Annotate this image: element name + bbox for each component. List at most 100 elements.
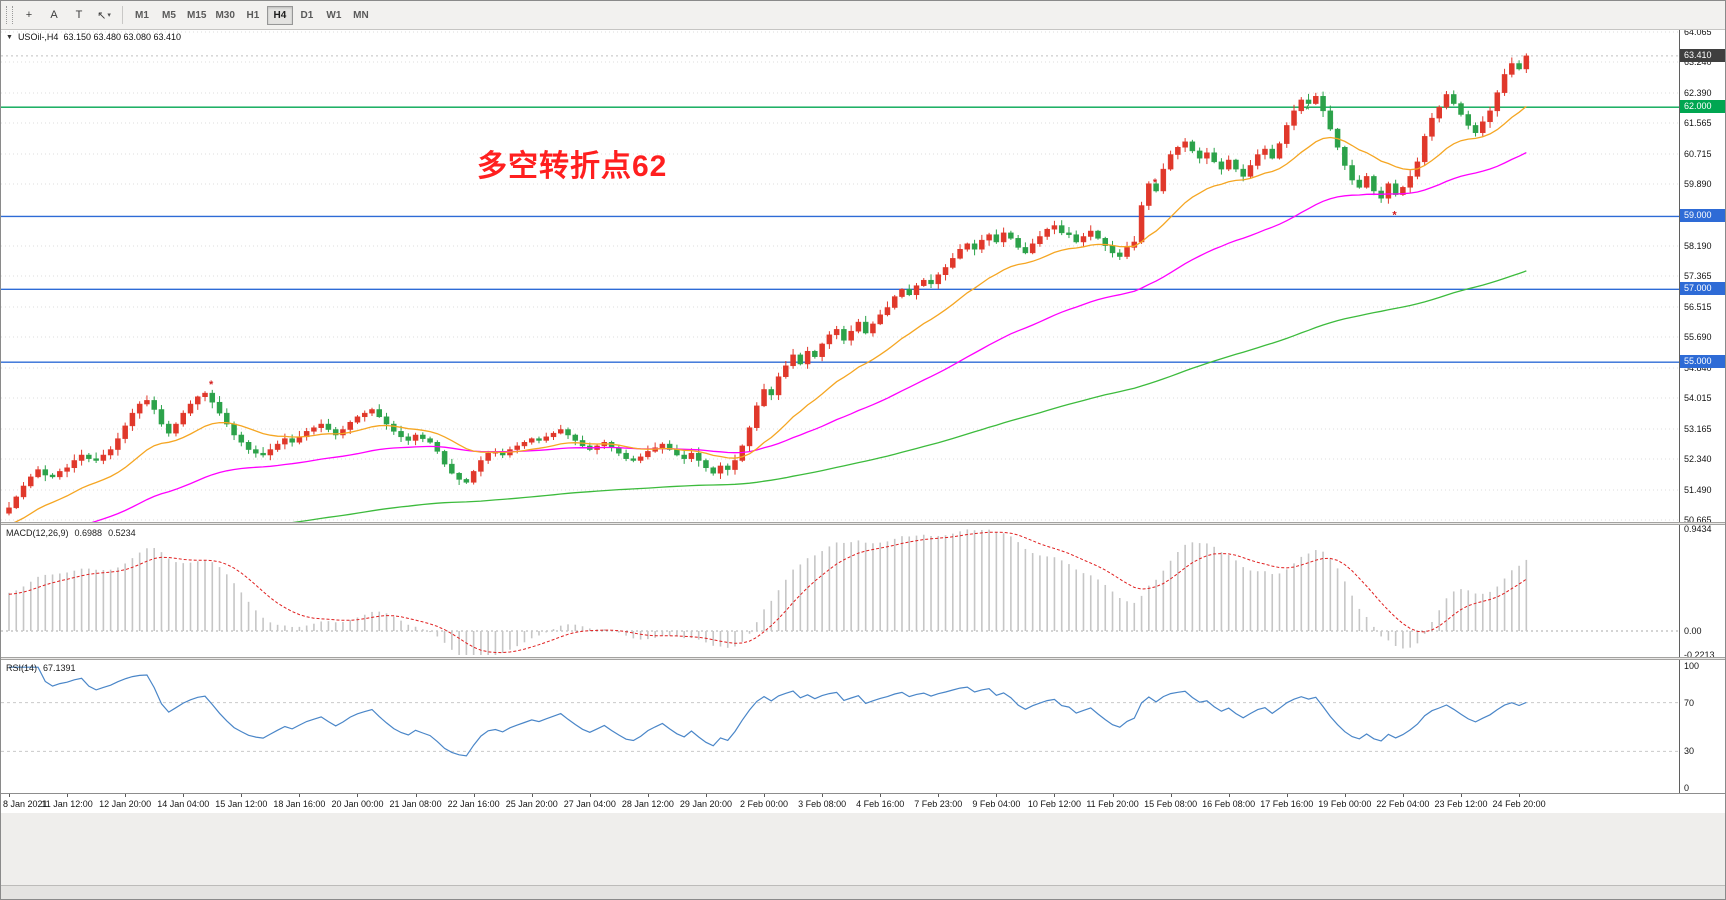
macd-chart[interactable]: [1, 525, 1679, 657]
chart-annotation[interactable]: 多空转折点62: [477, 150, 668, 183]
shapes-dropdown-button[interactable]: ↖ ▾: [92, 5, 116, 25]
chart-ohlc-values: 63.150 63.480 63.080 63.410: [63, 32, 182, 42]
macd-value-main: 0.6988: [74, 528, 103, 538]
time-tick: [764, 794, 766, 797]
time-axis-label: 29 Jan 20:00: [679, 799, 732, 809]
time-tick: [415, 794, 417, 797]
star-marker: *: [209, 379, 214, 391]
moving-averages: [13, 105, 1527, 522]
rsi-chart[interactable]: [1, 660, 1679, 793]
panel-splitter[interactable]: [1, 657, 1725, 660]
timeframe-h1-button[interactable]: H1: [240, 6, 266, 25]
price-axis-label: 59.890: [1684, 179, 1712, 190]
time-tick: [1054, 794, 1056, 797]
text-label-button[interactable]: A: [42, 5, 66, 25]
time-tick: [531, 794, 533, 797]
crosshair-icon: +: [25, 9, 33, 21]
star-marker: *: [1305, 104, 1310, 116]
time-tick: [357, 794, 359, 797]
toolbar-drag-handle[interactable]: [6, 6, 13, 24]
chart-symbol-period: USOil-,H4: [17, 32, 59, 42]
rsi-axis-label: 100: [1684, 661, 1700, 671]
footer-strip: [1, 885, 1725, 899]
panel-splitter[interactable]: [1, 522, 1725, 525]
time-axis-label: 4 Feb 16:00: [856, 799, 905, 809]
level-price-badge: 59.000: [1680, 209, 1725, 223]
price-axis-label: 50.665: [1684, 515, 1712, 526]
crosshair-button[interactable]: +: [17, 5, 41, 25]
rsi-value: 67.1391: [43, 663, 76, 673]
time-tick: [67, 794, 69, 797]
time-tick: [1170, 794, 1172, 797]
horizontal-level-lines: [1, 106, 1679, 363]
time-tick: [473, 794, 475, 797]
time-tick: [1519, 794, 1521, 797]
time-axis-label: 24 Feb 20:00: [1492, 799, 1546, 809]
time-axis-label: 19 Feb 00:00: [1318, 799, 1372, 809]
price-gridlines: [1, 31, 1679, 521]
time-axis-label: 8 Jan 2021: [3, 799, 48, 809]
time-axis-label: 27 Jan 04:00: [563, 799, 616, 809]
time-axis-label: 18 Jan 16:00: [273, 799, 326, 809]
time-axis-label: 16 Feb 08:00: [1202, 799, 1256, 809]
price-axis-label: 58.190: [1684, 240, 1712, 251]
rsi-panel[interactable]: RSI(14) 67.1391: [1, 660, 1679, 793]
time-axis-label: 22 Jan 16:00: [447, 799, 500, 809]
macd-label: MACD(12,26,9) 0.6988 0.5234: [6, 528, 136, 538]
price-axis[interactable]: 64.065 63.240 62.390 61.565 60.715 59.890 58.1…: [1679, 27, 1725, 813]
current-price-badge: 63.410: [1680, 48, 1725, 62]
candlestick-chart[interactable]: * * * *: [1, 29, 1679, 522]
time-axis-label: 7 Feb 23:00: [914, 799, 963, 809]
time-tick: [9, 794, 10, 797]
timeframe-m15-button[interactable]: M15: [183, 6, 210, 25]
main-chart-panel[interactable]: * * * * ▼ USOil-,H4 63.150 63.480 63.080 63…: [1, 29, 1679, 522]
timeframe-mn-button[interactable]: MN: [348, 6, 374, 25]
time-tick: [938, 794, 940, 797]
timeframe-h4-button[interactable]: H4: [266, 5, 293, 25]
macd-axis-label: -0.2213: [1684, 649, 1715, 660]
price-axis-label: 56.515: [1684, 301, 1712, 312]
price-axis-label: 54.015: [1684, 393, 1712, 404]
arrow-icon: ↖: [97, 9, 107, 22]
timeframe-w1-button[interactable]: W1: [321, 6, 347, 25]
candles: [6, 53, 1530, 516]
time-tick: [1286, 794, 1288, 797]
chart-header: ▼ USOil-,H4 63.150 63.480 63.080 63.410: [6, 32, 181, 42]
rsi-axis-label: 70: [1684, 697, 1695, 708]
toolbar-separator: [122, 6, 123, 24]
price-axis-label: 64.065: [1684, 27, 1712, 37]
time-axis-label: 3 Feb 08:00: [798, 799, 847, 809]
time-axis-label: 9 Feb 04:00: [972, 799, 1021, 809]
time-axis-label: 15 Feb 08:00: [1144, 799, 1198, 809]
level-price-badge: 57.000: [1680, 282, 1725, 296]
time-tick: [880, 794, 882, 797]
time-tick: [1112, 794, 1114, 797]
time-axis-label: 20 Jan 00:00: [331, 799, 384, 809]
level-price-badge: 62.000: [1680, 100, 1725, 114]
time-axis-label: 25 Jan 20:00: [505, 799, 558, 809]
time-axis-label: 11 Jan 12:00: [41, 799, 93, 809]
time-axis-label: 12 Jan 20:00: [99, 799, 152, 809]
macd-panel[interactable]: MACD(12,26,9) 0.6988 0.5234: [1, 525, 1679, 657]
time-axis[interactable]: 8 Jan 2021 11 Jan 12:00 12 Jan 20:00 14 Jan…: [1, 793, 1725, 813]
timeframe-m5-button[interactable]: M5: [156, 6, 182, 25]
price-axis-label: 62.390: [1684, 88, 1712, 98]
rsi-line: [9, 666, 1527, 757]
price-axis-label: 52.340: [1684, 454, 1712, 465]
text-tool-button[interactable]: T: [67, 5, 91, 25]
rsi-axis-label: 0: [1684, 783, 1690, 793]
time-tick: [1402, 794, 1404, 797]
macd-signal-line: [8, 531, 1527, 654]
timeframe-m1-button[interactable]: M1: [129, 6, 155, 25]
star-marker: *: [1153, 177, 1158, 189]
timeframe-m30-button[interactable]: M30: [211, 6, 238, 25]
ma-fast-line: [13, 105, 1527, 522]
chart-collapse-icon[interactable]: ▼: [6, 33, 13, 41]
window-background: [1, 813, 1725, 899]
time-axis-label: 10 Feb 12:00: [1027, 799, 1081, 809]
time-tick: [1461, 794, 1462, 797]
timeframe-d1-button[interactable]: D1: [294, 6, 320, 25]
macd-name: MACD(12,26,9): [6, 528, 69, 538]
signal-markers: * * * *: [209, 104, 1397, 391]
